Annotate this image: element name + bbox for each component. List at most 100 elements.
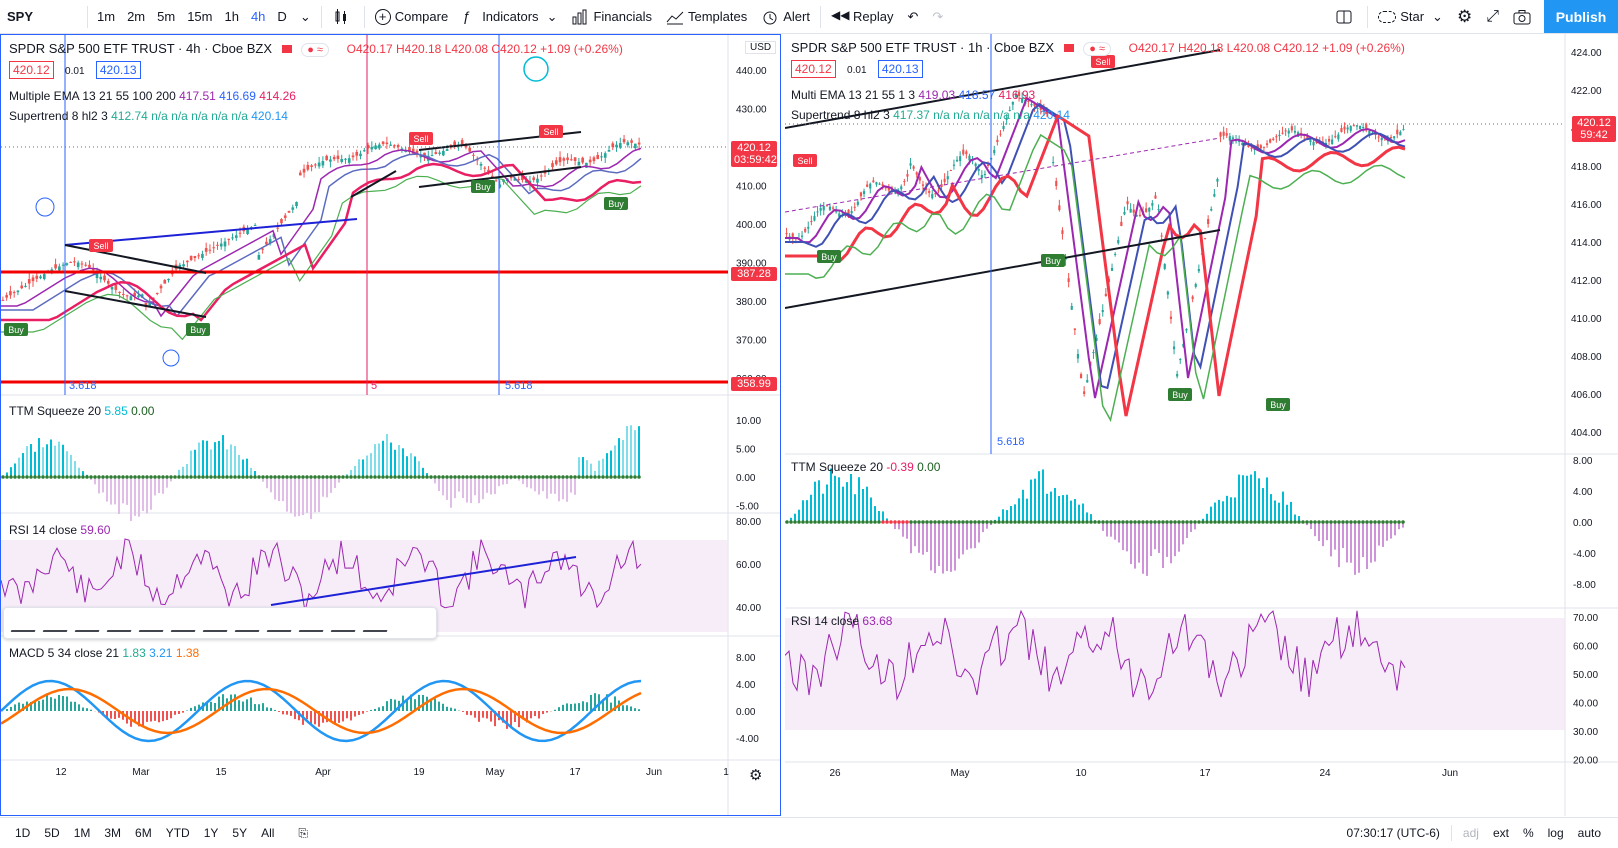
flag-icon[interactable] [281, 45, 292, 53]
left-chart-pane[interactable]: 440.00430.00420.00410.00400.00390.00380.… [0, 34, 781, 816]
templates-button[interactable]: Templates [659, 0, 754, 33]
ttm-dot [13, 475, 17, 479]
right-ema-legend[interactable]: Multi EMA 13 21 55 1 3 419.03 418.57 416… [791, 88, 1035, 102]
ruler-icon[interactable] [362, 614, 394, 632]
elliott-wave-icon[interactable] [106, 614, 138, 632]
left-ask[interactable]: 420.13 [95, 61, 141, 79]
indicators-button[interactable]: ƒ Indicators ⌄ [455, 0, 564, 33]
range-1d[interactable]: 1D [15, 826, 31, 840]
flag-icon[interactable] [1063, 44, 1074, 52]
layout-button[interactable] [1328, 0, 1364, 33]
abcd-pattern-icon[interactable] [74, 614, 106, 632]
timeframe-5m[interactable]: 5m [157, 9, 176, 24]
candle-body [1163, 264, 1166, 269]
left-rsi-legend[interactable]: RSI 14 close 59.60 [9, 523, 110, 537]
candle-body [977, 169, 980, 171]
ttm-tick: -5.00 [736, 502, 759, 513]
timeframe-15m[interactable]: 15m [187, 9, 213, 24]
right-chart-canvas[interactable]: 424.00422.00420.00418.00416.00414.00412.… [785, 34, 1618, 816]
right-bid[interactable]: 420.12 [791, 60, 836, 78]
left-supertrend-legend[interactable]: Supertrend 8 hl2 3 412.74 n/a n/a n/a n/… [9, 109, 288, 123]
ttm-dot [1105, 520, 1109, 524]
snapshot-button[interactable] [1506, 0, 1542, 33]
trend-line [270, 556, 577, 606]
vertical-lines-icon[interactable] [202, 614, 234, 632]
range-5y[interactable]: 5Y [232, 826, 248, 840]
timeframe-1h[interactable]: 1h [224, 9, 239, 24]
left-bid[interactable]: 420.12 [9, 61, 54, 79]
trend-line-icon[interactable] [234, 614, 266, 632]
ttm-dot [297, 475, 301, 479]
price-tick: 408.00 [1571, 352, 1602, 363]
candle-body [600, 156, 603, 158]
candle-body [69, 261, 72, 263]
replay-button[interactable]: ◀◀ Replay [824, 0, 900, 33]
timeframe-dropdown-icon[interactable]: ⌄ [299, 8, 311, 24]
ttm-dot [1161, 520, 1165, 524]
rewind-icon: ◀◀ [830, 7, 850, 22]
scale-option[interactable]: adj [1462, 826, 1479, 840]
supertrend-last: 420.14 [1033, 108, 1070, 122]
timeframe-D[interactable]: D [277, 9, 287, 24]
candle-body [946, 176, 949, 180]
scale-option[interactable]: log [1547, 826, 1564, 840]
range-1m[interactable]: 1M [73, 826, 91, 840]
fib-label: 5.618 [997, 436, 1025, 448]
scale-option[interactable]: auto [1577, 826, 1601, 840]
candle-body [152, 297, 155, 299]
date-tick: 17 [569, 767, 581, 778]
visibility-toggle-icon[interactable]: ● ≈ [1083, 42, 1111, 56]
horizontal-lines-icon[interactable] [10, 614, 42, 632]
horizontal-ray-icon[interactable] [170, 614, 202, 632]
left-ttm-legend[interactable]: TTM Squeeze 20 5.85 0.00 [9, 404, 154, 418]
symbol-search[interactable]: SPY [7, 9, 34, 24]
range-1y[interactable]: 1Y [203, 826, 219, 840]
currency-badge[interactable]: USD [745, 41, 777, 54]
left-chart-canvas[interactable]: 440.00430.00420.00410.00400.00390.00380.… [1, 35, 781, 816]
pitchfork-icon[interactable] [266, 614, 298, 632]
chart-settings-icon[interactable]: ⚙ [749, 767, 763, 784]
chart-type-button[interactable] [325, 0, 361, 33]
right-ttm-legend[interactable]: TTM Squeeze 20 -0.39 0.00 [791, 460, 940, 474]
alert-button[interactable]: Alert [754, 0, 817, 33]
range-ytd[interactable]: YTD [165, 826, 190, 840]
compare-button[interactable]: + Compare [368, 0, 455, 33]
visibility-toggle-icon[interactable]: ● ≈ [301, 43, 329, 57]
settings-button[interactable]: ⚙ [1450, 0, 1479, 33]
candle-body [344, 158, 347, 160]
range-5d[interactable]: 5D [44, 826, 60, 840]
right-ask[interactable]: 420.13 [877, 60, 923, 78]
undo-button[interactable]: ↶ [900, 0, 925, 33]
fullscreen-button[interactable]: ⤢ [1479, 0, 1506, 33]
clock-time[interactable]: 07:30:17 (UTC-6) [1346, 826, 1440, 840]
date-range-icon[interactable]: ⎘ [298, 825, 309, 840]
right-chart-pane[interactable]: 424.00422.00420.00418.00416.00414.00412.… [785, 34, 1618, 816]
redo-button[interactable]: ↷ [925, 0, 950, 33]
candle-body [261, 248, 264, 250]
range-6m[interactable]: 6M [135, 826, 152, 840]
fib-icon[interactable] [138, 614, 170, 632]
xabcd-pattern-icon[interactable] [42, 614, 74, 632]
ttm-dot [1009, 520, 1013, 524]
financials-button[interactable]: Financials [564, 0, 659, 33]
publish-button[interactable]: Publish [1544, 0, 1618, 33]
candle-body [822, 206, 825, 211]
ttm-dot [957, 520, 961, 524]
scale-option[interactable]: ext [1492, 826, 1509, 840]
range-3m[interactable]: 3M [104, 826, 122, 840]
left-ema-legend[interactable]: Multiple EMA 13 21 55 100 200 417.51 416… [9, 89, 296, 103]
fib-channel-icon[interactable] [330, 614, 362, 632]
candle-body [785, 233, 788, 235]
ttm-dot [989, 520, 993, 524]
timeframe-2m[interactable]: 2m [127, 9, 146, 24]
gann-icon[interactable] [298, 614, 330, 632]
timeframe-1m[interactable]: 1m [97, 9, 116, 24]
range-all[interactable]: All [261, 826, 275, 840]
ttm-dot [1037, 520, 1041, 524]
right-rsi-legend[interactable]: RSI 14 close 63.68 [791, 614, 892, 628]
timeframe-4h[interactable]: 4h [250, 9, 266, 24]
scale-option[interactable]: % [1522, 826, 1534, 840]
right-supertrend-legend[interactable]: Supertrend 8 hl2 3 417.37 n/a n/a n/a n/… [791, 108, 1070, 122]
left-macd-legend[interactable]: MACD 5 34 close 21 1.83 3.21 1.38 [9, 646, 199, 660]
star-button[interactable]: Star ⌄ [1371, 0, 1450, 33]
